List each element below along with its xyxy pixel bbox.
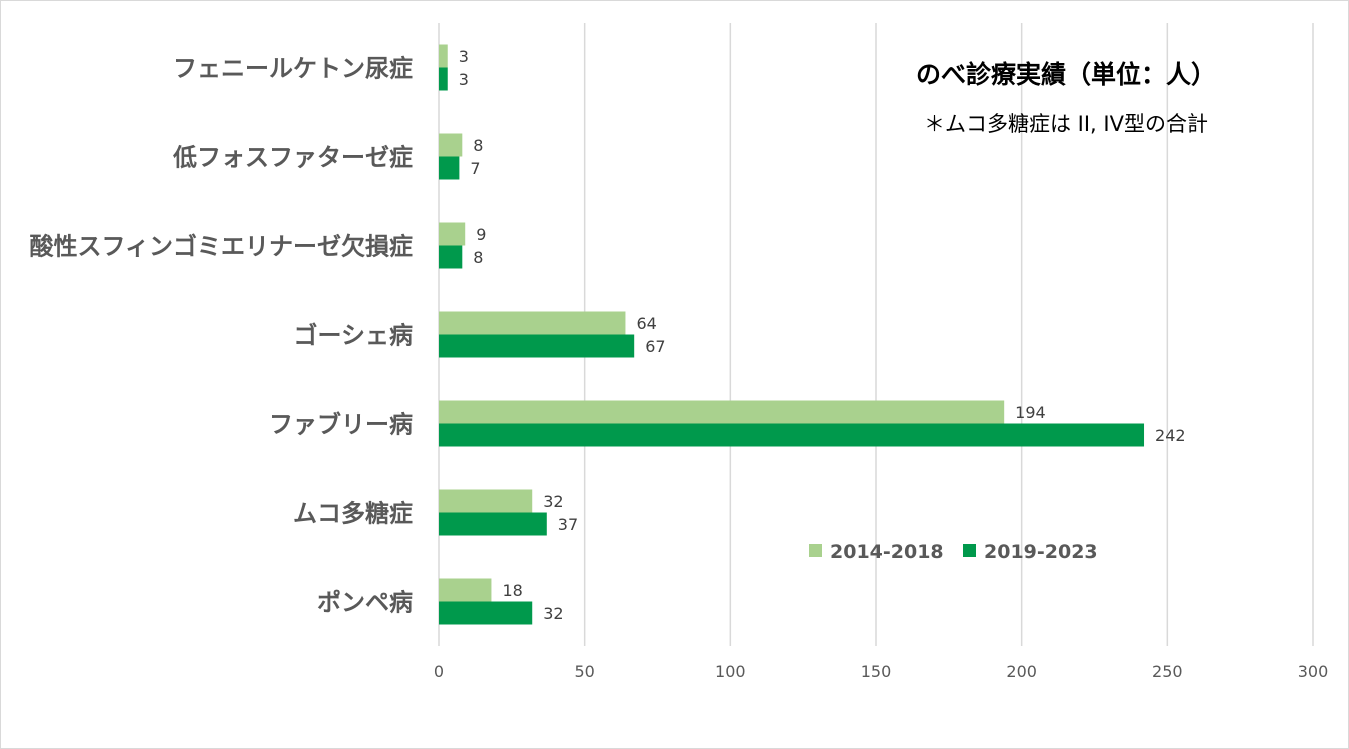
legend: 2014-2018 2019-2023 xyxy=(809,541,1098,563)
category-label: ムコ多糖症 xyxy=(293,500,413,528)
bar-2019-2023 xyxy=(439,156,460,180)
legend-label-2014-2018: 2014-2018 xyxy=(830,541,944,563)
x-tick-label: 250 xyxy=(1152,662,1183,681)
x-tick-label: 100 xyxy=(715,662,746,681)
bar-2019-2023 xyxy=(439,334,635,358)
category-label: フェニールケトン尿症 xyxy=(173,55,413,83)
data-label: 8 xyxy=(473,136,483,155)
data-label: 32 xyxy=(543,492,563,511)
bar-2019-2023 xyxy=(439,512,547,536)
data-label: 194 xyxy=(1015,403,1046,422)
category-label: ファブリー病 xyxy=(269,411,413,439)
category-label: 低フォスファターゼ症 xyxy=(172,144,413,172)
data-label: 9 xyxy=(476,225,486,244)
data-label: 64 xyxy=(636,314,656,333)
bars xyxy=(439,44,1145,625)
bar-2014-2018 xyxy=(439,44,448,68)
x-tick-label: 150 xyxy=(861,662,892,681)
chart-annotation: ＊ムコ多糖症は II, IV型の合計 xyxy=(924,112,1208,136)
x-tick-label: 200 xyxy=(1006,662,1037,681)
data-label: 7 xyxy=(470,159,480,178)
category-labels: フェニールケトン尿症低フォスファターゼ症酸性スフィンゴミエリナーゼ欠損症ゴーシェ… xyxy=(29,55,413,617)
x-tick-label: 50 xyxy=(574,662,594,681)
category-label: ポンペ病 xyxy=(317,589,413,617)
data-label: 37 xyxy=(558,515,578,534)
bar-2014-2018 xyxy=(439,222,466,246)
data-label: 3 xyxy=(459,47,469,66)
bar-2014-2018 xyxy=(439,400,1005,424)
bar-2019-2023 xyxy=(439,67,448,91)
data-label: 8 xyxy=(473,248,483,267)
bar-2019-2023 xyxy=(439,423,1145,447)
bar-2014-2018 xyxy=(439,311,626,335)
x-axis-ticks: 0 50 100 150 200 250 300 xyxy=(434,662,1328,681)
x-tick-label: 0 xyxy=(434,662,444,681)
bar-2014-2018 xyxy=(439,133,463,157)
bar-2014-2018 xyxy=(439,578,492,602)
bar-2019-2023 xyxy=(439,245,463,269)
bar-2019-2023 xyxy=(439,601,533,625)
gridlines xyxy=(438,23,1314,646)
legend-swatch-2019-2023 xyxy=(963,544,976,557)
legend-label-2019-2023: 2019-2023 xyxy=(984,541,1098,563)
legend-swatch-2014-2018 xyxy=(809,544,822,557)
category-label: ゴーシェ病 xyxy=(293,322,413,350)
data-labels: 3 3 8 7 9 8 64 67 194 242 32 37 18 32 xyxy=(459,47,1186,623)
x-tick-label: 300 xyxy=(1298,662,1329,681)
data-label: 242 xyxy=(1155,426,1186,445)
data-label: 3 xyxy=(459,70,469,89)
data-label: 32 xyxy=(543,604,563,623)
category-label: 酸性スフィンゴミエリナーゼ欠損症 xyxy=(29,233,413,261)
chart-title: のべ診療実績（単位：人） xyxy=(916,60,1216,89)
data-label: 18 xyxy=(502,581,522,600)
data-label: 67 xyxy=(645,337,665,356)
bar-2014-2018 xyxy=(439,489,533,513)
